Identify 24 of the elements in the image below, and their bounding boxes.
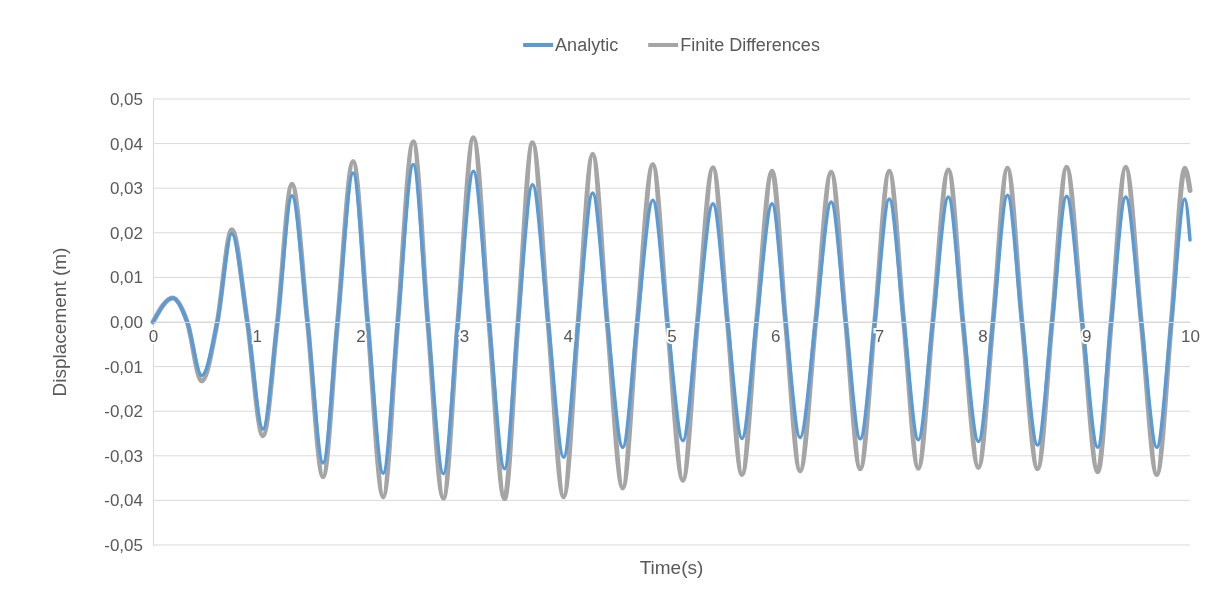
y-tick-label: -0,01 [104,357,143,377]
x-tick-label: 7 [874,327,885,347]
legend-label: Finite Differences [680,35,820,55]
x-tick-label: 10 [1181,327,1200,347]
x-tick-label: 1 [252,327,262,347]
y-tick-label: 0,02 [109,223,143,243]
y-tick-label: 0,03 [109,179,143,199]
x-tick-label: 4 [563,327,574,347]
x-tick-label: 3 [459,327,470,347]
x-tick-label: 8 [978,327,988,347]
y-tick-label: -0,02 [104,402,143,422]
y-tick-label: -0,05 [104,535,143,555]
y-tick-label: -0,03 [104,446,143,466]
y-tick-label: 0,04 [109,134,143,154]
y-tick-label: 0,00 [109,312,143,332]
y-axis-title: Displacement (m) [49,247,70,397]
legend-label: Analytic [555,35,619,55]
y-tick-label: -0,04 [104,491,143,511]
y-tick-label: 0,01 [109,268,143,288]
x-axis-title: Time(s) [639,557,704,578]
x-tick-label: 0 [148,327,159,347]
x-tick-label: 6 [770,327,781,347]
x-tick-label: 2 [356,327,366,347]
y-tick-label: 0,05 [109,89,143,109]
